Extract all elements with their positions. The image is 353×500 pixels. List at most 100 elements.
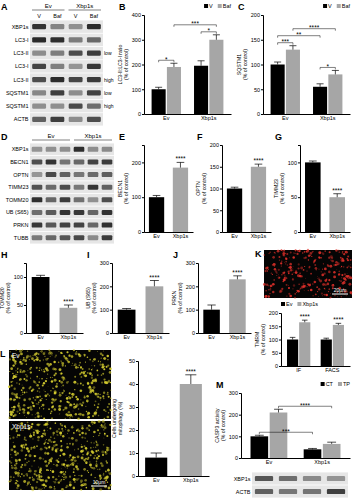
x-tick-label: Ev <box>231 233 238 239</box>
image-signal <box>292 278 294 280</box>
image-signal <box>54 368 56 370</box>
image-signal <box>100 400 101 401</box>
image-signal <box>59 480 61 482</box>
image-signal <box>82 483 85 486</box>
image-signal <box>317 296 319 298</box>
error-bar <box>36 275 45 277</box>
image-signal <box>107 392 109 394</box>
image-signal <box>15 482 17 484</box>
y-tick-label: 50 <box>291 194 297 200</box>
image-signal <box>66 485 69 488</box>
image-signal <box>263 254 265 256</box>
image-signal <box>20 476 21 477</box>
image-signal <box>101 364 104 367</box>
image-signal <box>62 364 64 366</box>
image-signal <box>18 406 20 408</box>
image-signal <box>14 467 17 470</box>
y-tick: 200 <box>210 142 222 148</box>
image-signal <box>324 279 327 282</box>
image-signal <box>51 411 53 413</box>
significance-label: **** <box>232 269 243 276</box>
image-signal <box>335 249 337 251</box>
plot-area: 0100200EvXbp1s**** <box>132 146 194 239</box>
blot-band <box>279 476 297 481</box>
bar <box>229 279 246 333</box>
image-signal <box>99 435 100 436</box>
bar <box>323 444 341 458</box>
row-label: SQSTM1 <box>6 90 29 96</box>
image-signal <box>67 351 69 353</box>
image-signal <box>18 403 19 404</box>
image-signal <box>75 413 77 415</box>
y-tick-mark <box>279 353 281 354</box>
chart: 050100EvXbp1s****TIMM23(% of control)G <box>273 132 351 239</box>
blot-band <box>60 159 71 164</box>
image-signal <box>20 394 22 396</box>
image-signal <box>61 392 63 394</box>
image-signal <box>21 384 23 386</box>
image-signal <box>77 383 79 385</box>
image-signal <box>78 448 79 449</box>
image-signal <box>72 416 73 417</box>
image-signal <box>21 464 23 466</box>
y-tick-mark <box>298 232 300 233</box>
y-tick-label: 100 <box>269 337 278 343</box>
image-signal <box>338 250 339 251</box>
image-signal <box>66 351 68 353</box>
image-signal <box>310 289 313 292</box>
image-signal <box>83 445 85 447</box>
image-signal <box>31 414 33 416</box>
image-signal <box>63 479 64 480</box>
image-signal <box>60 423 62 425</box>
blot-band <box>327 489 345 494</box>
image-signal <box>15 374 16 375</box>
image-signal <box>44 423 46 425</box>
image-signal <box>106 435 108 437</box>
y-tick: 50 <box>129 358 138 364</box>
image-signal <box>22 408 25 411</box>
blot-strip <box>30 219 114 231</box>
plot-area: 050100150200EvXbp1s**** <box>210 142 272 239</box>
image-signal <box>36 416 38 418</box>
image-signal <box>292 268 294 270</box>
y-axis: 050100 <box>14 264 27 337</box>
y-tick-label: 30 <box>129 404 135 410</box>
y-tick-mark <box>298 162 300 163</box>
blot-strip <box>30 87 103 99</box>
image-signal <box>69 460 71 462</box>
x-tick: Xbp1s <box>183 476 199 483</box>
image-signal <box>350 263 352 265</box>
y-tick-mark <box>220 167 222 168</box>
image-signal <box>17 368 18 369</box>
image-signal <box>331 257 333 259</box>
scale-bar <box>332 294 348 295</box>
image-signal <box>27 351 28 352</box>
image-signal <box>31 357 34 360</box>
image-signal <box>328 271 331 274</box>
image-signal <box>67 433 68 434</box>
image-signal <box>350 266 352 268</box>
significance-label: * <box>207 27 210 34</box>
image-signal <box>76 396 77 397</box>
image-signal <box>81 436 83 438</box>
image-signal <box>54 393 55 394</box>
image-signal <box>96 409 98 411</box>
image-signal <box>14 464 16 466</box>
image-signal <box>54 481 56 483</box>
image-signal <box>75 439 78 442</box>
image-signal <box>296 292 297 293</box>
image-signal <box>108 403 110 405</box>
image-signal <box>74 459 77 462</box>
image-signal <box>317 277 319 279</box>
image-signal <box>10 381 12 383</box>
y-tick: 200 <box>251 12 263 18</box>
image-signal <box>85 447 87 449</box>
image-signal <box>30 484 31 485</box>
chart: 0100200300EvXbp1s*******CASP3 activity(%… <box>214 380 351 465</box>
x-tick: Ev <box>282 114 289 121</box>
image-signal <box>289 263 292 266</box>
image-signal <box>20 359 21 360</box>
y-tick: 100 <box>132 194 144 200</box>
image-signal <box>338 251 340 253</box>
image-signal <box>8 481 10 483</box>
